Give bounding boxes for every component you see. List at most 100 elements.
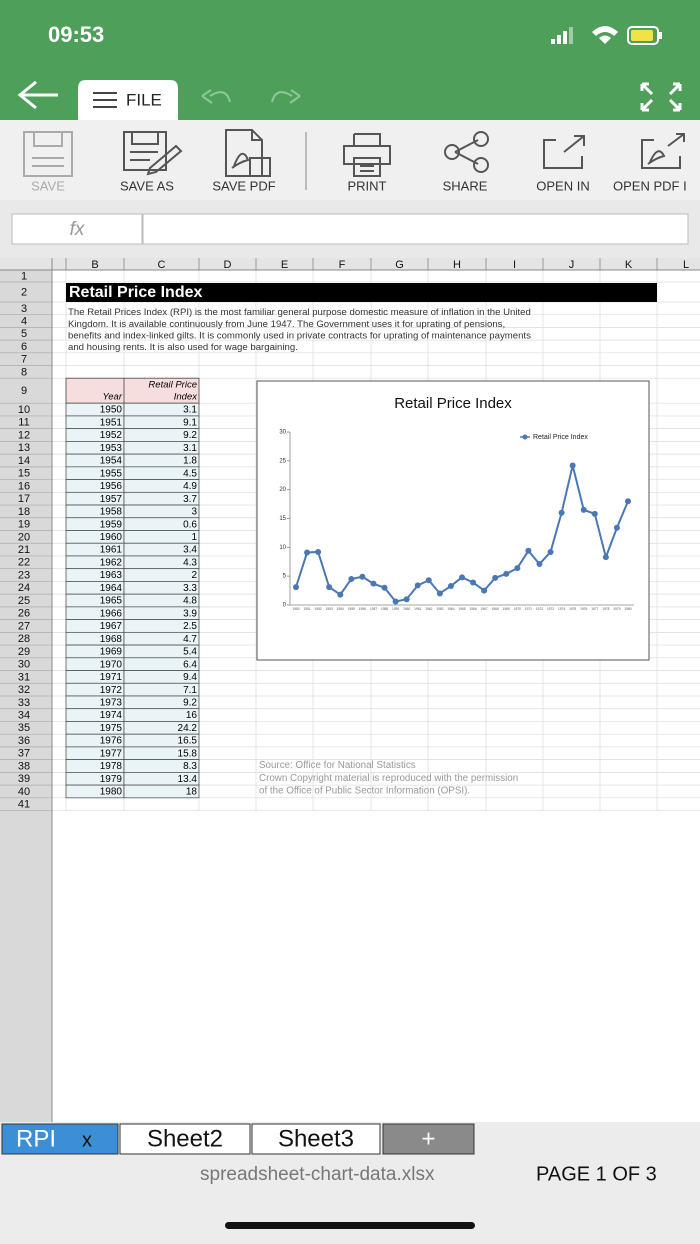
description-line: and housing rents. It is also used for w… [68, 342, 298, 353]
sheet-tab-label: Sheet2 [147, 1125, 223, 1152]
y-tick-label: 10 [279, 545, 286, 551]
x-tick-label: 1959 [392, 607, 399, 611]
series-point [492, 574, 499, 581]
row-number: 19 [18, 519, 30, 531]
save-icon [23, 131, 73, 177]
x-tick-label: 1971 [525, 607, 532, 611]
year-value: 1953 [100, 443, 123, 454]
x-tick-label: 1955 [348, 607, 355, 611]
year-value: 1959 [100, 519, 123, 530]
x-tick-label: 1958 [381, 607, 388, 611]
source-line: of the Office of Public Sector Informati… [259, 786, 470, 797]
fullscreen-button[interactable] [640, 82, 682, 112]
toolbar-button[interactable]: PRINT [322, 126, 412, 196]
row-number: 24 [18, 582, 30, 594]
file-tab[interactable]: FILE [78, 80, 178, 120]
column-letter: I [513, 259, 516, 271]
x-tick-label: 1966 [470, 607, 477, 611]
toolbar-button-label: SAVE [31, 178, 65, 193]
toolbar [0, 120, 700, 200]
series-point [547, 548, 554, 555]
back-button[interactable] [17, 80, 58, 110]
undo-button[interactable] [201, 89, 231, 104]
series-point [459, 574, 465, 581]
row-number: 27 [18, 620, 30, 632]
battery-tip [659, 32, 662, 39]
toolbar-button[interactable]: SAVE [3, 126, 93, 196]
row-number: 29 [18, 646, 30, 658]
series-point [470, 579, 477, 586]
toolbar-button[interactable]: OPEN PDF I [568, 126, 687, 196]
sheet-tab-bg [251, 1123, 381, 1155]
index-value: 2 [191, 570, 197, 581]
name-box[interactable] [11, 213, 143, 245]
redo-button[interactable] [271, 89, 301, 104]
year-value: 1958 [100, 507, 123, 518]
column-letter: C [158, 259, 166, 271]
index-value: 3.7 [183, 494, 197, 505]
series-point [602, 554, 609, 561]
sheet-tab[interactable]: Sheet3 [251, 1123, 381, 1155]
year-value: 1975 [100, 723, 123, 734]
series-point [304, 549, 311, 556]
row-number: 20 [18, 531, 30, 543]
series-point [414, 582, 421, 589]
year-value: 1956 [100, 481, 123, 492]
row-number: 38 [18, 760, 30, 772]
index-cell [123, 530, 200, 544]
year-value: 1976 [100, 736, 123, 747]
toolbar-button[interactable]: SAVE PDF [199, 126, 289, 196]
y-tick-label: 5 [283, 574, 287, 580]
home-indicator [225, 1222, 475, 1229]
toolbar-button-label: OPEN IN [536, 178, 589, 193]
sheet-tab[interactable]: + [382, 1123, 475, 1155]
row-number: 34 [18, 709, 30, 721]
share-icon-node [473, 131, 489, 147]
series-point [315, 548, 322, 555]
index-value: 15.8 [178, 748, 198, 759]
year-value: 1972 [100, 685, 123, 696]
status-time: 09:53 [48, 22, 104, 47]
toolbar-button[interactable]: OPEN IN [518, 126, 608, 196]
year-value: 1952 [100, 430, 123, 441]
row-number: 1 [21, 270, 27, 282]
status-icons [551, 26, 662, 45]
index-header: Index [174, 392, 198, 403]
save-pdf-icon [225, 129, 271, 177]
file-tab-bg [78, 80, 178, 120]
column-letter: L [683, 259, 689, 271]
toolbar-button[interactable]: SAVE AS [102, 126, 192, 196]
toolbar-button[interactable]: SHARE [420, 126, 510, 196]
sheet-tab[interactable]: RPI x [1, 1123, 119, 1155]
index-value: 18 [186, 787, 198, 798]
battery-icon [627, 26, 659, 45]
row-number: 35 [18, 722, 30, 734]
row-number: 14 [18, 455, 30, 467]
year-value: 1968 [100, 634, 123, 645]
sheet-tab[interactable]: Sheet2 [119, 1123, 251, 1155]
row-number: 13 [18, 442, 30, 454]
signal-bar [569, 27, 573, 44]
row-number: 40 [18, 786, 30, 798]
series-point [569, 462, 576, 469]
source-line: Crown Copyright material is reproduced w… [259, 773, 518, 784]
index-value: 9.2 [183, 697, 197, 708]
save-as-icon [123, 131, 183, 176]
index-value: 4.3 [183, 557, 197, 568]
x-tick-label: 1968 [492, 607, 499, 611]
formula-input[interactable] [142, 213, 689, 245]
index-value: 3.1 [183, 405, 197, 416]
series-point [359, 573, 366, 580]
battery-level [631, 30, 653, 41]
toolbar-button-label: SAVE AS [120, 178, 174, 193]
y-tick-label: 30 [279, 430, 286, 436]
row-number: 25 [18, 595, 30, 607]
sheet-tab-bg [1, 1123, 119, 1155]
chart-frame [256, 380, 650, 661]
row-number: 12 [18, 429, 30, 441]
index-cell [123, 504, 200, 519]
year-value: 1980 [100, 787, 123, 798]
x-tick-label: 1952 [315, 607, 322, 611]
sheet-tab-close[interactable]: x [82, 1129, 92, 1151]
